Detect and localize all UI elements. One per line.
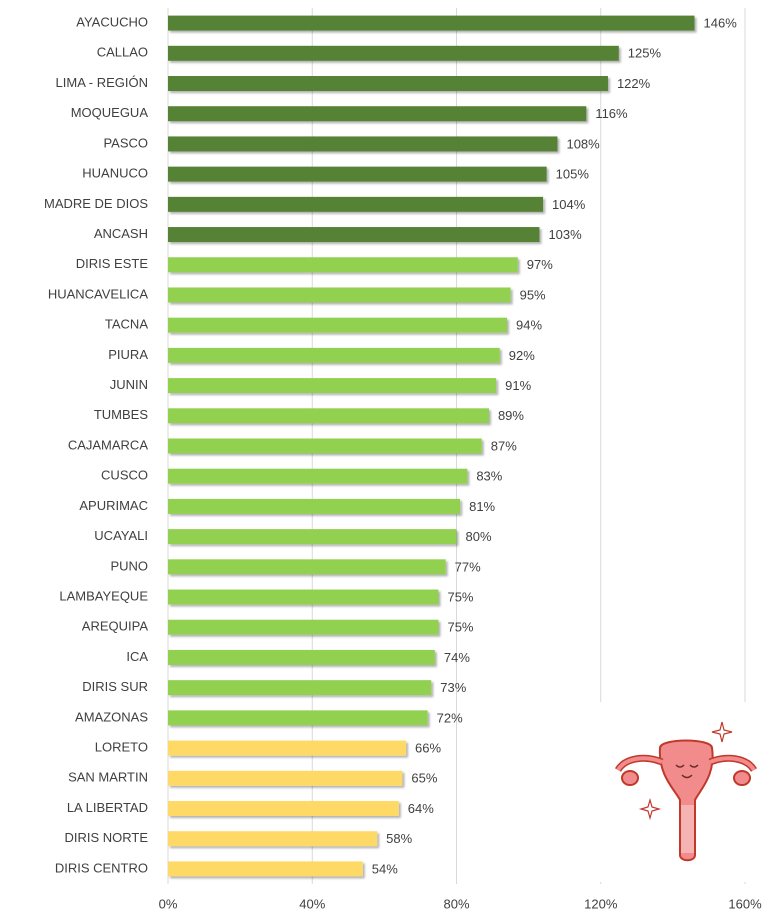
value-label: 54%	[372, 861, 398, 876]
category-label: PASCO	[103, 135, 148, 150]
uterus-illustration	[600, 702, 765, 882]
bar	[168, 469, 467, 484]
category-label: HUANCAVELICA	[48, 286, 149, 301]
category-label: AYACUCHO	[76, 15, 148, 30]
bar	[168, 408, 489, 423]
bar	[168, 861, 363, 876]
category-label: TACNA	[105, 317, 148, 332]
value-label: 105%	[556, 167, 590, 182]
value-label: 81%	[469, 499, 495, 514]
chart: 0% 40% 80% 120% 160% AYACUCHO 146% CALLAO 125% L…	[0, 0, 769, 918]
bar	[168, 650, 435, 665]
value-label: 65%	[411, 771, 437, 786]
category-label: LORETO	[95, 740, 148, 755]
value-label: 58%	[386, 831, 412, 846]
category-label: CALLAO	[97, 45, 148, 60]
value-label: 75%	[447, 620, 473, 635]
bar	[168, 801, 399, 816]
category-label: CUSCO	[101, 468, 148, 483]
bar	[168, 771, 402, 786]
x-tick-label: 120%	[584, 896, 618, 911]
category-label: LIMA - REGIÓN	[56, 75, 148, 90]
category-label: ANCASH	[94, 226, 148, 241]
bar	[168, 76, 608, 91]
bar	[168, 620, 438, 635]
value-label: 64%	[408, 801, 434, 816]
category-label: DIRIS ESTE	[76, 256, 149, 271]
x-tick-label: 40%	[299, 896, 325, 911]
value-label: 89%	[498, 408, 524, 423]
bar	[168, 378, 496, 393]
category-label: ICA	[126, 649, 148, 664]
category-label: APURIMAC	[79, 498, 148, 513]
category-label: MADRE DE DIOS	[44, 196, 148, 211]
bar	[168, 741, 406, 756]
category-label: DIRIS NORTE	[64, 830, 148, 845]
bar	[168, 559, 446, 574]
value-label: 83%	[476, 469, 502, 484]
value-label: 104%	[552, 197, 586, 212]
value-label: 97%	[527, 257, 553, 272]
bar	[168, 348, 500, 363]
value-label: 75%	[447, 589, 473, 604]
bar	[168, 590, 438, 605]
value-label: 74%	[444, 650, 470, 665]
category-label: TUMBES	[94, 407, 149, 422]
value-label: 73%	[440, 680, 466, 695]
bar	[168, 499, 460, 514]
category-label: LA LIBERTAD	[67, 800, 148, 815]
bar	[168, 46, 619, 61]
value-label: 80%	[466, 529, 492, 544]
bar	[168, 106, 586, 121]
value-label: 125%	[628, 46, 662, 61]
category-label: PIURA	[108, 347, 148, 362]
bar	[168, 257, 518, 272]
value-label: 72%	[437, 710, 463, 725]
value-label: 77%	[455, 559, 481, 574]
bar	[168, 16, 695, 31]
bar	[168, 680, 431, 695]
value-label: 87%	[491, 438, 517, 453]
value-label: 103%	[548, 227, 582, 242]
bar	[168, 197, 543, 212]
bar	[168, 287, 511, 302]
category-label: AREQUIPA	[82, 619, 149, 634]
category-label: SAN MARTIN	[68, 770, 148, 785]
category-label: LAMBAYEQUE	[59, 588, 148, 603]
value-label: 94%	[516, 318, 542, 333]
value-label: 92%	[509, 348, 535, 363]
value-label: 116%	[595, 106, 628, 121]
bar	[168, 227, 539, 242]
x-tick-label: 160%	[728, 896, 762, 911]
bar	[168, 167, 547, 182]
value-label: 95%	[520, 287, 546, 302]
category-label: PUNO	[110, 558, 148, 573]
bar	[168, 831, 377, 846]
value-label: 108%	[566, 136, 600, 151]
value-label: 122%	[617, 76, 651, 91]
value-label: 66%	[415, 741, 441, 756]
bar	[168, 318, 507, 333]
bar	[168, 710, 428, 725]
category-label: JUNIN	[110, 377, 148, 392]
category-label: CAJAMARCA	[68, 437, 149, 452]
bar	[168, 529, 457, 544]
value-label: 91%	[505, 378, 531, 393]
category-label: UCAYALI	[94, 528, 148, 543]
category-label: AMAZONAS	[75, 709, 148, 724]
category-label: HUANUCO	[82, 166, 148, 181]
bar	[168, 439, 482, 454]
x-tick-label: 80%	[443, 896, 469, 911]
category-label: DIRIS SUR	[82, 679, 148, 694]
category-label: MOQUEGUA	[71, 105, 149, 120]
bar	[168, 136, 557, 151]
x-tick-label: 0%	[159, 896, 178, 911]
category-label: DIRIS CENTRO	[55, 860, 148, 875]
value-label: 146%	[704, 16, 738, 31]
